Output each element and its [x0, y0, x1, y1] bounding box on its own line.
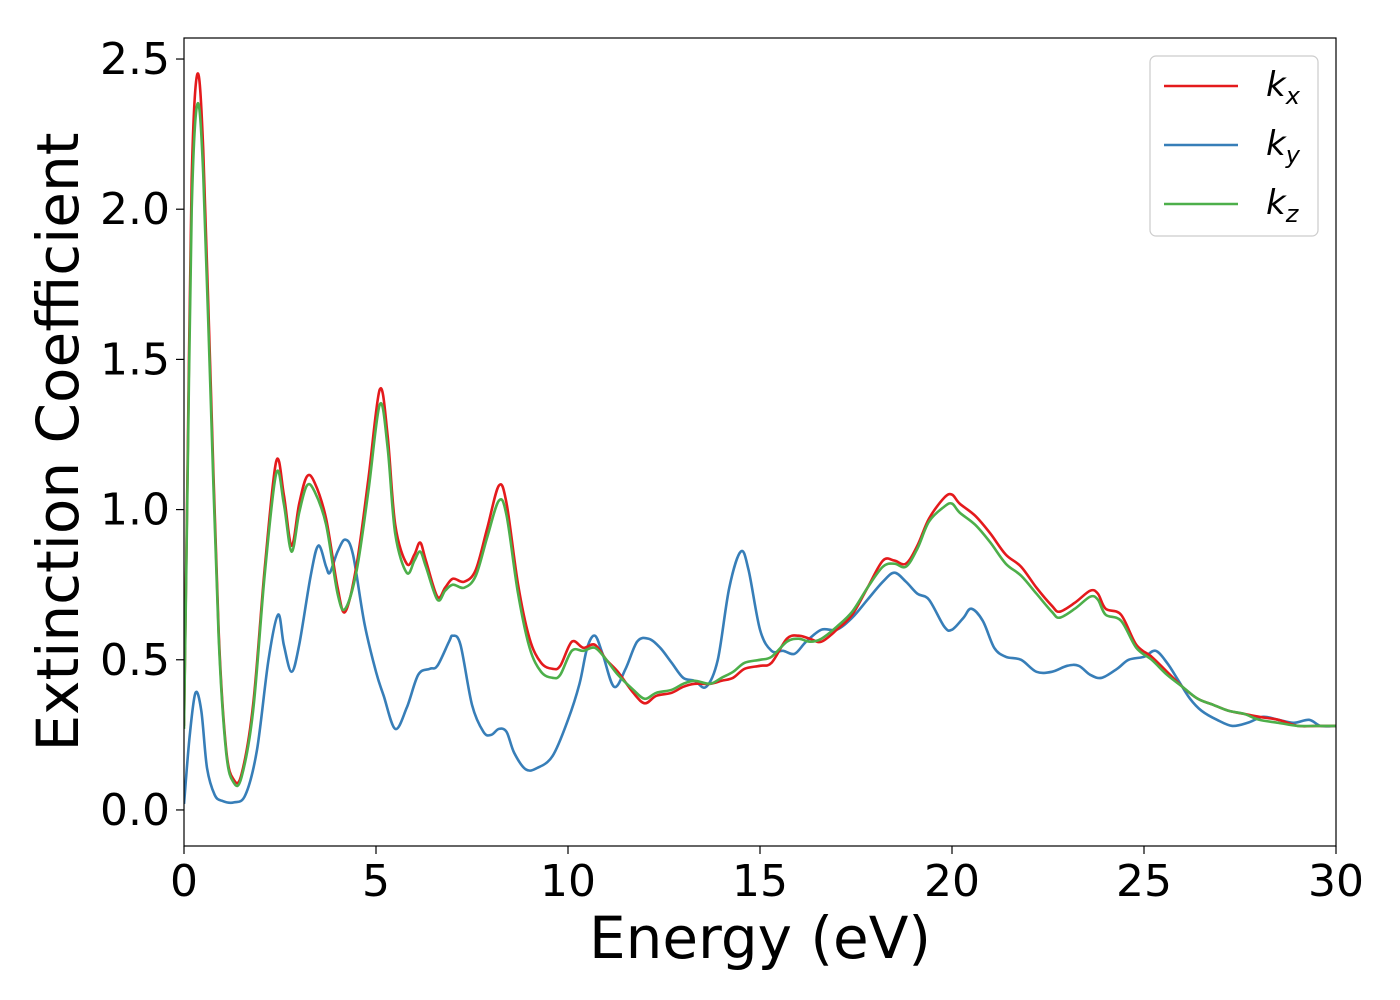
y-axis-title: Extinction Coefficient [24, 133, 92, 752]
x-axis-title: Energy (eV) [589, 904, 931, 972]
y-tick-label: 1.5 [100, 334, 170, 385]
y-tick-label: 0.5 [100, 635, 170, 686]
y-tick-label: 1.0 [100, 485, 170, 536]
x-tick-label: 25 [1116, 856, 1172, 907]
series-line-ky [184, 538, 1336, 805]
x-tick-label: 20 [924, 856, 980, 907]
legend-label-kz: kz [1266, 183, 1300, 228]
y-tick-label: 2.5 [100, 34, 170, 85]
x-tick-label: 10 [540, 856, 596, 907]
x-tick-label: 5 [362, 856, 390, 907]
x-tick-label: 0 [170, 856, 198, 907]
legend: kx ky kz [1149, 55, 1319, 237]
legend-label-ky: ky [1266, 124, 1301, 169]
legend-label-kx: kx [1266, 65, 1301, 110]
x-tick-label: 30 [1308, 856, 1364, 907]
y-tick-label: 0.0 [100, 785, 170, 836]
x-axis: 0 5 10 15 20 25 30 [170, 846, 1364, 907]
series-line-kz [184, 101, 1336, 788]
y-tick-label: 2.0 [100, 184, 170, 235]
y-axis: 0.0 0.5 1.0 1.5 2.0 2.5 [100, 34, 184, 836]
x-tick-label: 15 [732, 856, 788, 907]
series-layer [184, 72, 1336, 805]
